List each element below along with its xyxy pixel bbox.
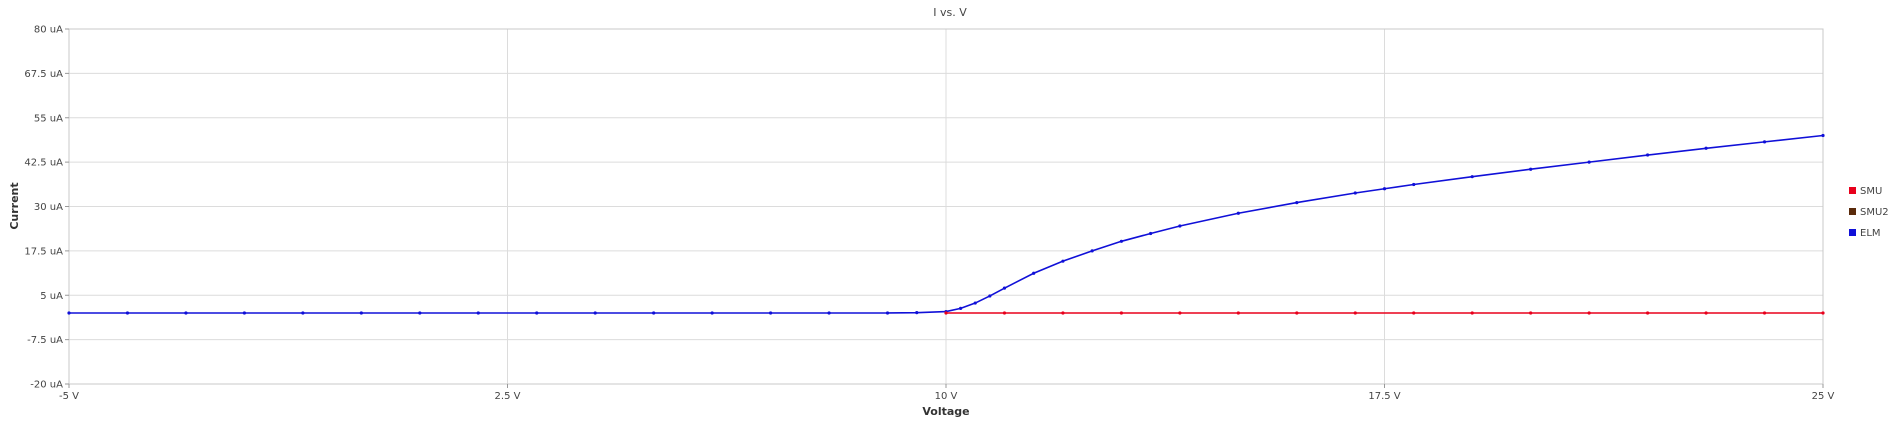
data-point-smu: [1353, 311, 1357, 315]
data-point-elm: [242, 311, 246, 315]
data-point-smu: [1587, 311, 1591, 315]
legend-label-smu: SMU: [1860, 186, 1882, 197]
y-tick-label: 42.5 uA: [24, 158, 63, 169]
legend-label-elm: ELM: [1860, 228, 1881, 239]
data-point-elm: [476, 311, 480, 315]
data-point-elm: [1061, 259, 1065, 263]
data-point-elm: [1470, 175, 1474, 179]
data-point-elm: [1119, 239, 1123, 243]
data-point-elm: [359, 311, 363, 315]
data-point-elm: [1295, 200, 1299, 205]
data-point-elm: [1178, 224, 1182, 228]
data-point-smu: [1178, 311, 1182, 315]
data-point-smu: [1061, 311, 1065, 315]
y-axis-ticks: 80 uA 67.5 uA 55 uA 42.5 uA 30 uA 17.5 uA 5 uA…: [24, 25, 69, 391]
data-point-elm: [67, 311, 71, 315]
y-tick-label: 30 uA: [34, 202, 63, 213]
data-point-elm: [1382, 187, 1387, 191]
data-point-elm: [973, 301, 977, 305]
x-tick-label: 2.5 V: [495, 391, 521, 402]
y-tick-label: 67.5 uA: [24, 69, 63, 80]
x-tick-label: -5 V: [59, 391, 79, 402]
legend-item-smu: SMU: [1849, 186, 1882, 197]
data-point-smu: [944, 311, 948, 315]
series-smu: [944, 311, 1825, 315]
legend-item-smu2: SMU2: [1849, 207, 1889, 218]
legend-swatch-elm: [1849, 229, 1856, 236]
data-point-smu: [1704, 311, 1708, 315]
legend-swatch-smu: [1849, 187, 1856, 194]
data-point-elm: [418, 311, 422, 315]
x-tick-label: 25 V: [1812, 391, 1835, 402]
chart-title: I vs. V: [933, 6, 967, 19]
data-point-elm: [1236, 211, 1240, 215]
data-point-elm: [1353, 191, 1357, 195]
data-point-smu: [1821, 311, 1825, 315]
y-tick-label: 55 uA: [34, 113, 63, 124]
series-layer: [67, 133, 1825, 315]
x-tick-label: 17.5 V: [1368, 391, 1400, 402]
data-point-elm: [1149, 231, 1153, 236]
data-point-elm: [1002, 286, 1007, 290]
data-point-elm: [184, 311, 188, 315]
data-point-elm: [1704, 146, 1708, 150]
data-point-elm: [535, 311, 539, 315]
legend-label-smu2: SMU2: [1860, 207, 1889, 218]
data-point-elm: [988, 294, 992, 298]
data-point-smu: [1470, 311, 1474, 315]
y-tick-label: 17.5 uA: [24, 246, 63, 257]
legend-swatch-smu2: [1849, 208, 1856, 215]
data-point-elm: [885, 311, 890, 315]
data-point-smu: [1646, 311, 1650, 315]
y-tick-label: -7.5 uA: [27, 335, 63, 346]
y-tick-label: 5 uA: [40, 291, 63, 302]
x-axis-ticks: -5 V 2.5 V 10 V 17.5 V 25 V: [59, 384, 1835, 402]
data-point-elm: [915, 311, 919, 315]
grid-lines: [68, 28, 1824, 385]
data-point-elm: [1529, 167, 1533, 171]
y-tick-label: -20 uA: [30, 380, 63, 391]
data-point-elm: [1032, 271, 1036, 275]
data-point-elm: [827, 311, 831, 315]
y-axis-title: Current: [8, 182, 21, 229]
series-elm: [67, 133, 1825, 315]
data-point-elm: [1587, 160, 1591, 164]
data-point-elm: [125, 311, 130, 315]
data-point-elm: [1762, 140, 1767, 144]
legend: SMU SMU2 ELM: [1849, 186, 1889, 239]
data-point-smu: [1529, 311, 1533, 315]
data-point-elm: [769, 311, 773, 315]
data-point-elm: [959, 306, 963, 310]
data-point-elm: [1821, 133, 1825, 138]
data-point-elm: [1090, 249, 1094, 253]
x-tick-label: 10 V: [935, 391, 958, 402]
data-point-smu: [1412, 311, 1416, 315]
x-axis-title: Voltage: [922, 405, 969, 418]
data-point-smu: [1119, 311, 1123, 315]
data-point-smu: [1295, 311, 1299, 315]
data-point-smu: [1002, 311, 1007, 315]
data-point-elm: [652, 311, 656, 315]
data-point-smu: [1236, 311, 1240, 315]
data-point-elm: [593, 311, 597, 315]
data-point-elm: [710, 311, 714, 315]
data-point-elm: [1646, 153, 1650, 157]
data-point-elm: [1412, 182, 1416, 187]
data-point-elm: [301, 311, 305, 315]
y-tick-label: 80 uA: [34, 25, 63, 36]
data-point-smu: [1762, 311, 1767, 315]
legend-item-elm: ELM: [1849, 228, 1881, 239]
